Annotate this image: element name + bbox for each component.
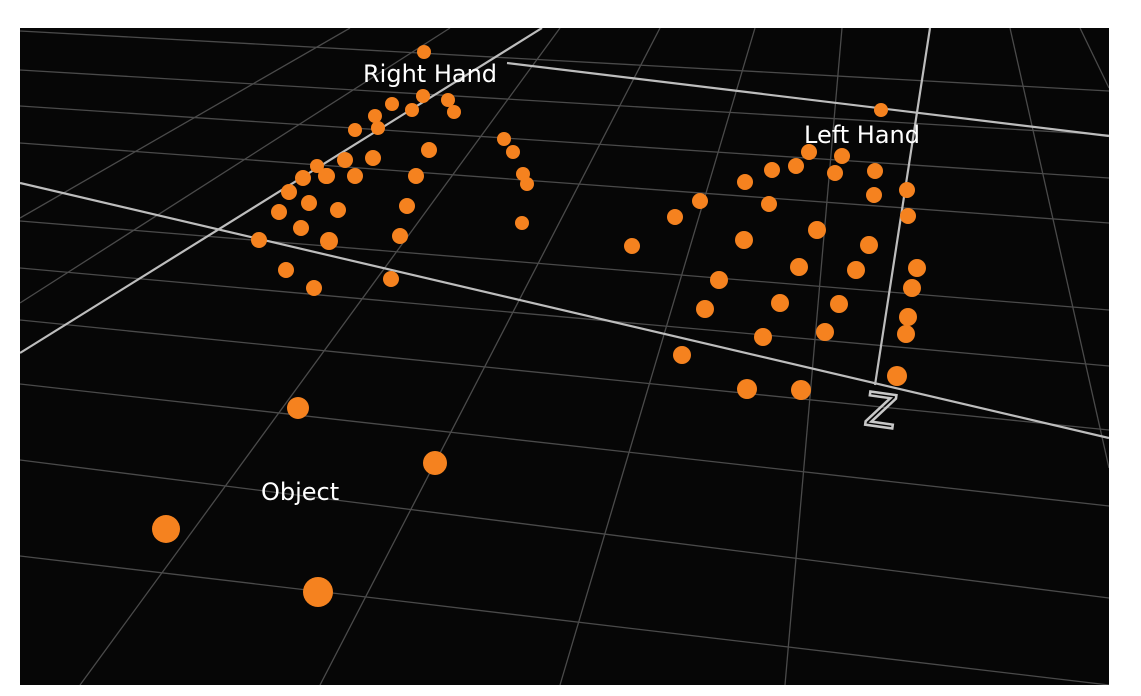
left-hand-marker-32 [887, 366, 907, 386]
left-hand-marker-31 [673, 346, 691, 364]
left-hand-marker-16 [735, 231, 753, 249]
right-hand-label: Right Hand [363, 60, 497, 88]
left-hand-marker-13 [761, 196, 777, 212]
scene-background [20, 28, 1109, 685]
left-hand-marker-27 [696, 300, 714, 318]
right-hand-marker-6 [405, 103, 419, 117]
right-hand-marker-35 [515, 216, 529, 230]
right-hand-marker-25 [320, 232, 338, 250]
left-hand-markers [624, 103, 926, 400]
left-hand-marker-34 [791, 380, 811, 400]
right-hand-marker-23 [421, 142, 437, 158]
right-hand-marker-24 [293, 220, 309, 236]
left-hand-marker-25 [830, 295, 848, 313]
left-hand-marker-4 [764, 162, 780, 178]
object-markers [152, 397, 447, 607]
object-marker-1 [287, 397, 309, 419]
left-hand-marker-19 [790, 258, 808, 276]
object-marker-4 [303, 577, 333, 607]
right-hand-marker-32 [506, 145, 520, 159]
right-hand-marker-17 [271, 204, 287, 220]
left-hand-marker-33 [737, 379, 757, 399]
left-hand-marker-7 [827, 165, 843, 181]
left-hand-marker-21 [908, 259, 926, 277]
right-hand-marker-19 [318, 168, 334, 184]
right-hand-marker-31 [497, 132, 511, 146]
right-hand-marker-8 [441, 93, 455, 107]
right-hand-marker-4 [385, 97, 399, 111]
left-hand-marker-10 [866, 187, 882, 203]
left-hand-marker-9 [899, 182, 915, 198]
left-hand-marker-1 [874, 103, 888, 117]
object-marker-3 [152, 515, 180, 543]
left-hand-marker-14 [667, 209, 683, 225]
right-hand-marker-29 [392, 228, 408, 244]
right-hand-marker-11 [337, 152, 353, 168]
right-hand-marker-15 [295, 170, 311, 186]
right-hand-marker-13 [408, 168, 424, 184]
left-hand-marker-30 [897, 325, 915, 343]
left-hand-marker-2 [801, 144, 817, 160]
right-hand-marker-9 [447, 105, 461, 119]
right-hand-marker-27 [278, 262, 294, 278]
left-hand-marker-3 [834, 148, 850, 164]
right-hand-marker-3 [348, 123, 362, 137]
right-hand-marker-20 [347, 168, 363, 184]
right-hand-marker-1 [417, 45, 431, 59]
left-hand-marker-12 [692, 193, 708, 209]
right-hand-marker-34 [520, 177, 534, 191]
left-hand-marker-23 [903, 279, 921, 297]
left-hand-marker-11 [900, 208, 916, 224]
left-hand-marker-22 [710, 271, 728, 289]
floor-grid [20, 28, 1109, 685]
left-hand-marker-17 [808, 221, 826, 239]
left-hand-marker-28 [754, 328, 772, 346]
left-hand-marker-18 [860, 236, 878, 254]
right-hand-marker-28 [306, 280, 322, 296]
left-hand-marker-20 [847, 261, 865, 279]
right-hand-marker-14 [310, 159, 324, 173]
right-hand-marker-2 [371, 121, 385, 135]
left-hand-marker-15 [624, 238, 640, 254]
left-hand-marker-24 [771, 294, 789, 312]
right-hand-marker-22 [399, 198, 415, 214]
right-hand-marker-18 [301, 195, 317, 211]
right-hand-marker-5 [368, 109, 382, 123]
left-hand-marker-29 [816, 323, 834, 341]
left-hand-marker-26 [899, 308, 917, 326]
left-hand-marker-6 [737, 174, 753, 190]
axis-lines [20, 28, 1109, 440]
left-hand-label: Left Hand [804, 121, 920, 149]
right-hand-marker-7 [416, 89, 430, 103]
right-hand-marker-30 [383, 271, 399, 287]
object-label: Object [261, 478, 339, 506]
right-hand-marker-21 [330, 202, 346, 218]
left-hand-marker-5 [788, 158, 804, 174]
right-hand-marker-16 [281, 184, 297, 200]
right-hand-marker-10 [365, 150, 381, 166]
motion-capture-viewport: Z Right Hand Left Hand Object [20, 28, 1109, 685]
right-hand-markers [251, 45, 534, 296]
left-hand-marker-8 [867, 163, 883, 179]
right-hand-marker-26 [251, 232, 267, 248]
object-marker-2 [423, 451, 447, 475]
motion-capture-scene: Z Right Hand Left Hand Object [20, 28, 1109, 685]
